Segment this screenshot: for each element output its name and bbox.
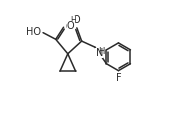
Text: H: H (98, 46, 105, 56)
Text: H: H (71, 16, 76, 25)
Text: O: O (66, 22, 73, 32)
Text: O: O (72, 15, 80, 25)
Text: F: F (116, 73, 121, 83)
Text: N: N (96, 48, 103, 58)
Text: O: O (67, 21, 74, 31)
Text: HO: HO (26, 27, 41, 37)
